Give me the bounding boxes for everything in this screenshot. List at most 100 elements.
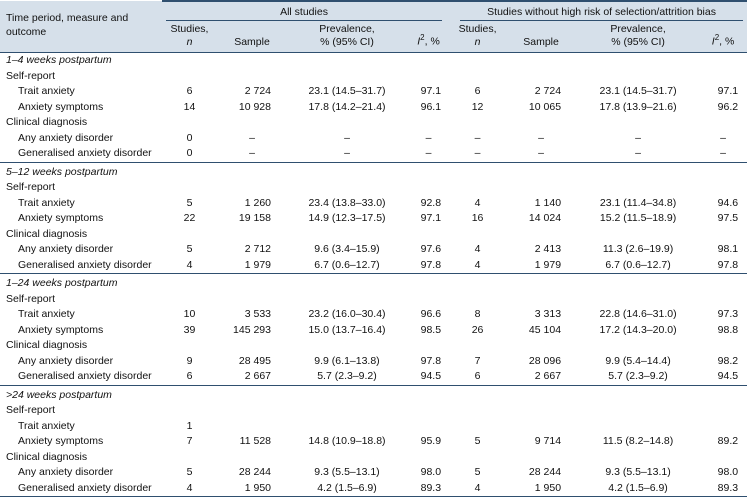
cell-i2: 94.5 [420,370,442,383]
cell-i2: 92.8 [420,196,442,209]
cell-studies-n: 26 [471,323,484,336]
group-all-studies: All studies [162,0,451,21]
table-row: Trait anxiety 10 3 533 23.2 (16.0–30.4) 96.6… [0,307,747,323]
cell-studies-n: 6 [474,85,481,98]
cell-i2: 98.0 [717,466,739,479]
cell-prevalence: 15.0 (13.7–16.4) [308,323,386,336]
cell-prevalence: 6.7 (0.6–12.7) [314,258,380,271]
cell-sample: – [249,147,255,160]
cell-sample: 10 065 [528,100,562,113]
cell-sample: 1 979 [244,258,271,271]
cell-i2: 97.8 [420,354,442,367]
cell-i2 [699,419,747,435]
cell-sample: 14 024 [528,212,562,225]
cell-i2: 94.6 [717,196,739,209]
cell-i2: 94.5 [717,370,739,383]
cell-studies-n: 12 [471,100,484,113]
cell-sample: 11 528 [239,435,271,448]
cell-sample: 10 928 [238,100,271,113]
cell-prevalence: 6.7 (0.6–12.7) [605,258,671,271]
table-row: Generalised anxiety disorder 4 1 979 6.7 (0… [0,258,747,274]
table-row: Anxiety symptoms 39 145 293 15.0 (13.7–16.4… [0,323,747,339]
table-row: Generalised anxiety disorder 4 1 950 4.2 (1… [0,481,747,497]
table-row: Trait anxiety 1 [0,419,747,435]
cell-prevalence: 9.3 (5.5–13.1) [314,466,380,479]
cell-studies-n: 7 [474,354,481,367]
cell-i2: – [720,131,726,144]
row-label: Trait anxiety [18,196,75,209]
row-label: Anxiety symptoms [18,100,104,113]
cell-prevalence: – [344,131,350,144]
cell-prevalence: 9.3 (5.5–13.1) [605,466,671,479]
cell-studies-n: 0 [186,131,193,144]
cell-prevalence: 9.6 (3.4–15.9) [314,243,380,256]
cell-studies-n: 5 [186,243,193,256]
cell-sample: 3 313 [534,308,562,321]
cell-studies-n: 6 [186,370,193,383]
column-header-row: Studies, n Sample Prevalence,% (95% CI) I… [0,21,747,54]
cell-sample: 145 293 [233,323,271,336]
cell-prevalence: 23.1 (14.5–31.7) [308,85,386,98]
col-prevalence-2: Prevalence,% (95% CI) [577,21,700,54]
cell-i2: 96.1 [420,100,442,113]
table-row: Anxiety symptoms 14 10 928 17.8 (14.2–21.4)… [0,100,747,116]
cell-studies-n: 0 [186,147,193,160]
row-label: Any anxiety disorder [18,466,114,479]
subsection-row: Self-report [0,403,747,419]
subsection-row: Self-report [0,180,747,196]
cell-sample: 28 244 [238,466,271,479]
cell-i2: 97.1 [420,85,442,98]
cell-prevalence: – [635,147,641,160]
col-sample-1: Sample [217,21,287,54]
table-row: Any anxiety disorder 5 2 712 9.6 (3.4–15.9)… [0,242,747,258]
cell-prevalence: 23.4 (13.8–33.0) [308,196,386,209]
cell-studies-n: 4 [474,481,481,494]
cell-prevalence: 4.2 (1.5–6.9) [317,481,377,494]
row-label: Any anxiety disorder [18,243,114,256]
subsection-row: Clinical diagnosis [0,450,747,466]
cell-i2: 97.1 [420,212,442,225]
row-label: Any anxiety disorder [18,354,114,367]
cell-i2: 97.6 [420,243,442,256]
cell-i2: 98.1 [717,243,739,256]
cell-studies-n: 4 [474,243,481,256]
cell-studies-n: 5 [474,435,481,448]
subsection-title: Clinical diagnosis [6,450,88,463]
table-body: 1–4 weeks postpartum Self-report Trait anx… [0,53,747,497]
cell-sample: 9 714 [534,435,562,448]
cell-i2: 89.2 [717,435,739,448]
cell-prevalence: 9.9 (5.4–14.4) [605,354,671,367]
table-row: Any anxiety disorder 0 – – – – – – – [0,131,747,147]
cell-studies-n: 9 [186,354,193,367]
section-row: >24 weeks postpartum [0,384,747,404]
cell-studies-n: 4 [186,258,193,271]
cell-i2: 97.3 [717,308,739,321]
table-row: Generalised anxiety disorder 0 – – – – – – – [0,146,747,162]
col-sample-2: Sample [505,21,578,54]
table-row: Anxiety symptoms 7 11 528 14.8 (10.9–18.8) 9… [0,434,747,450]
cell-prevalence: 22.8 (14.6–31.0) [599,308,677,321]
cell-sample: 3 533 [244,308,271,321]
cell-prevalence: 17.8 (14.2–21.4) [308,100,386,113]
col-studies-n-2: Studies, n [450,21,506,54]
cell-i2: 96.2 [717,100,739,113]
subsection-row: Clinical diagnosis [0,115,747,131]
col-i2-2: I2, % [699,21,747,54]
cell-prevalence: 4.2 (1.5–6.9) [608,481,668,494]
col-studies-n-1: Studies, n [162,21,217,54]
cell-studies-n: 14 [183,100,196,113]
cell-prevalence: 17.2 (14.3–20.0) [599,323,677,336]
cell-i2: 96.6 [420,308,442,321]
cell-i2: 98.2 [717,354,739,367]
cell-studies-n: 8 [474,308,481,321]
section-title: 5–12 weeks postpartum [0,161,747,181]
cell-sample: – [249,131,255,144]
cell-prevalence: 5.7 (2.3–9.2) [317,370,377,383]
cell-sample: 2 724 [534,85,562,98]
row-label: Anxiety symptoms [18,212,104,225]
cell-prevalence [577,419,699,435]
cell-sample: 1 140 [534,196,562,209]
table-row: Trait anxiety 5 1 260 23.4 (13.8–33.0) 92.8 4… [0,196,747,212]
row-label: Generalised anxiety disorder [18,258,152,271]
section-title: 1–24 weeks postpartum [0,273,747,292]
